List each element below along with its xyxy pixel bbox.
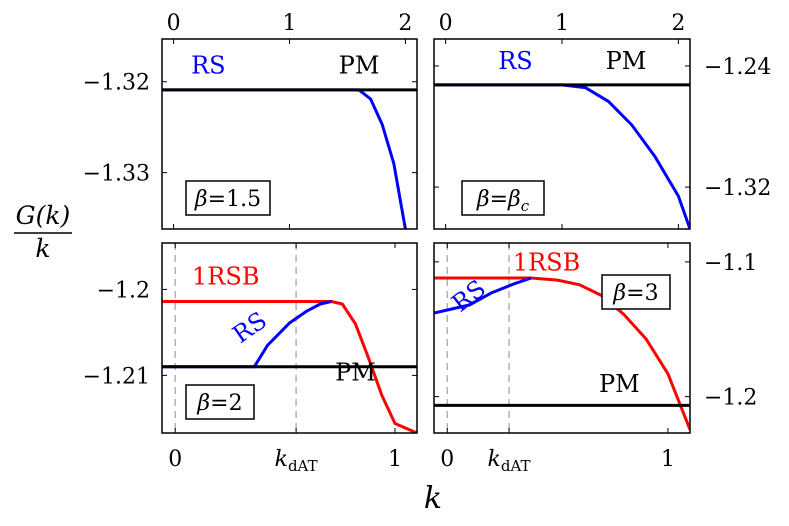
series-label-rs: RS xyxy=(447,274,491,317)
beta-box: β=3 xyxy=(601,274,671,310)
x-tick-label: 0 xyxy=(168,447,182,472)
beta-box-label: β=1.5 xyxy=(194,187,261,212)
series-line-rs xyxy=(434,276,532,315)
panel-bottom-left: 0 kdAT 1 −1.2 −1.21 1RSB RS PM β=2 xyxy=(83,242,418,475)
beta-box-label: β=3 xyxy=(612,281,658,306)
series-label-1rsb: 1RSB xyxy=(513,249,580,277)
beta-box-frame xyxy=(461,180,545,216)
series-label-pm: PM xyxy=(339,52,380,80)
panel-frame xyxy=(161,242,418,434)
y-axis-label: G(k) k xyxy=(14,201,72,263)
series-line-1rsb xyxy=(162,300,417,433)
x-tick-label: 1 xyxy=(283,11,297,36)
beta-box: β=1.5 xyxy=(185,180,271,216)
beta-box: β=βc xyxy=(461,180,545,216)
x-tick-label: 0 xyxy=(167,11,181,36)
y-tick-label: −1.32 xyxy=(704,176,771,201)
y-tick-label: −1.21 xyxy=(83,364,150,389)
beta-box-frame xyxy=(185,180,271,216)
series-label-pm: PM xyxy=(606,47,647,75)
y-tick-label: −1.24 xyxy=(704,55,771,80)
beta-box-frame xyxy=(601,274,671,310)
x-tick-label: kdAT xyxy=(488,447,531,475)
x-tick-label: 2 xyxy=(398,11,412,36)
panel-frame xyxy=(433,242,691,434)
beta-box-label: β=2 xyxy=(196,391,242,416)
panel-top-left: 0 1 2 −1.32 −1.33 RS PM β=1.5 xyxy=(83,11,418,230)
beta-box-frame xyxy=(185,384,255,420)
series-group xyxy=(434,83,690,229)
chart-panels: 0 1 2 −1.32 −1.33 RS PM β=1.5 0 1 2 −1.24 −1.32 RS PM β… xyxy=(83,11,772,475)
y-tick-label: −1.32 xyxy=(83,71,150,96)
series-label-rs: RS xyxy=(228,306,272,349)
y-tick-label: −1.2 xyxy=(97,278,150,303)
series-label-rs: RS xyxy=(498,47,533,75)
beta-box: β=2 xyxy=(185,384,255,420)
x-tick-label: kdAT xyxy=(275,447,318,475)
y-axis-label-numerator: G(k) xyxy=(16,201,71,230)
series-label-pm: PM xyxy=(335,359,376,387)
series-label-rs: RS xyxy=(191,52,226,80)
y-axis-label-denominator: k xyxy=(35,234,50,263)
x-axis-label: k xyxy=(424,481,442,516)
y-tick-label: −1.1 xyxy=(704,251,757,276)
series-group xyxy=(162,300,417,433)
series-group xyxy=(162,88,417,229)
series-label-1rsb: 1RSB xyxy=(192,262,259,290)
x-tick-label: 0 xyxy=(440,447,454,472)
x-tick-label: 1 xyxy=(661,447,675,472)
x-tick-label: 2 xyxy=(671,11,685,36)
panel-top-right: 0 1 2 −1.24 −1.32 RS PM β=βc xyxy=(433,11,771,230)
series-label-pm: PM xyxy=(599,370,640,398)
y-tick-label: −1.2 xyxy=(704,386,757,411)
x-tick-label: 1 xyxy=(555,11,569,36)
beta-box-label: β=βc xyxy=(476,187,530,215)
panel-bottom-right: 0 kdAT 1 −1.1 −1.2 1RSB RS PM β=3 xyxy=(433,242,757,475)
x-tick-label: 0 xyxy=(439,11,453,36)
y-tick-label: −1.33 xyxy=(83,162,150,187)
x-tick-label: 1 xyxy=(388,447,402,472)
